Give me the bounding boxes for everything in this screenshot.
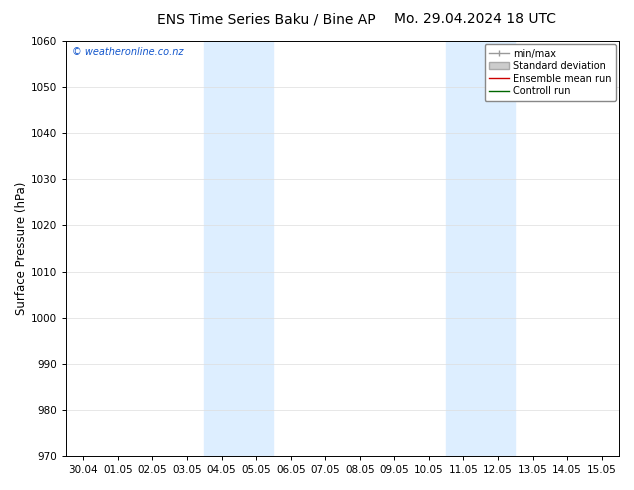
Legend: min/max, Standard deviation, Ensemble mean run, Controll run: min/max, Standard deviation, Ensemble me… (484, 44, 616, 101)
Bar (204, 41, 273, 456)
Text: ENS Time Series Baku / Bine AP: ENS Time Series Baku / Bine AP (157, 12, 375, 26)
Y-axis label: Surface Pressure (hPa): Surface Pressure (hPa) (15, 182, 28, 315)
Text: © weatheronline.co.nz: © weatheronline.co.nz (72, 47, 183, 57)
Bar (446, 41, 515, 456)
Text: Mo. 29.04.2024 18 UTC: Mo. 29.04.2024 18 UTC (394, 12, 557, 26)
